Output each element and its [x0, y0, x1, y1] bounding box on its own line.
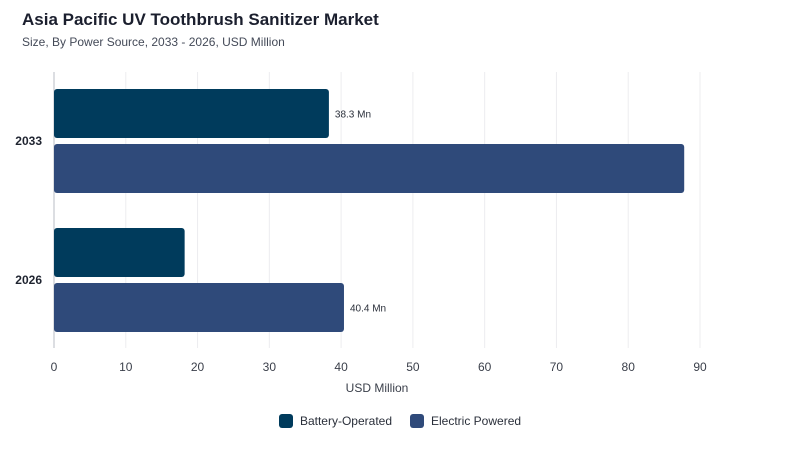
x-tick-label: 20: [191, 360, 205, 374]
legend-label-battery: Battery-Operated: [299, 414, 392, 428]
legend-item-battery[interactable]: Battery-Operated: [278, 414, 392, 428]
x-tick-label: 30: [263, 360, 277, 374]
x-tick-label: 50: [406, 360, 420, 374]
chart-title: Asia Pacific UV Toothbrush Sanitizer Mar…: [22, 10, 379, 29]
bar-battery: [54, 89, 329, 138]
x-tick-label: 10: [119, 360, 133, 374]
x-tick-label: 80: [622, 360, 636, 374]
legend-item-electric[interactable]: Electric Powered: [410, 414, 521, 428]
x-tick-label: 70: [550, 360, 564, 374]
legend-swatch-electric: [410, 414, 424, 428]
chart-subtitle: Size, By Power Source, 2033 - 2026, USD …: [22, 35, 285, 49]
data-label: 38.3 Mn: [335, 110, 371, 121]
x-axis-title: USD Million: [346, 381, 409, 395]
bar-electric: [54, 283, 344, 332]
x-tick-label: 40: [334, 360, 348, 374]
x-tick-label: 0: [51, 360, 58, 374]
legend-label-electric: Electric Powered: [431, 414, 522, 428]
legend: Battery-Operated Electric Powered: [0, 414, 800, 428]
category-label: 2033: [15, 134, 42, 148]
x-tick-label: 90: [693, 360, 707, 374]
data-label: 40.4 Mn: [350, 304, 386, 315]
category-label: 2026: [15, 273, 42, 287]
x-tick-label: 60: [478, 360, 492, 374]
bar-electric: [54, 144, 685, 193]
bar-battery: [54, 228, 185, 277]
legend-swatch-battery: [278, 414, 293, 428]
